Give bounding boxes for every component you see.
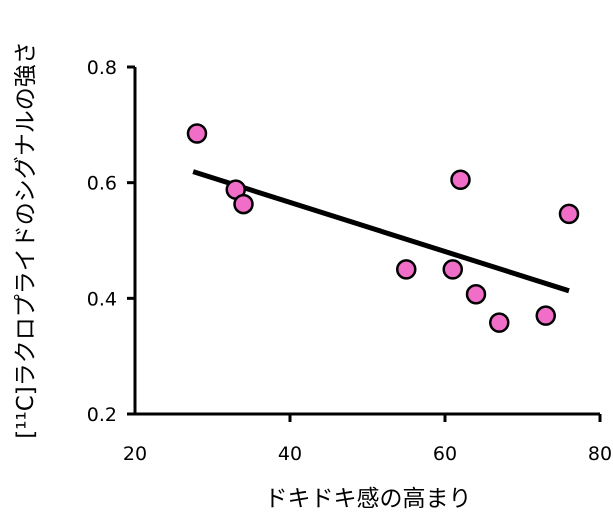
data-point	[186, 123, 208, 144]
x-tick-label: 20	[123, 443, 147, 465]
data-point	[535, 305, 556, 326]
x-tick-label: 40	[278, 443, 302, 465]
y-tick-label: 0.4	[87, 288, 117, 310]
data-point	[489, 312, 510, 333]
y-tick-label: 0.2	[87, 404, 117, 426]
axes	[133, 67, 600, 416]
data-point	[233, 193, 254, 215]
trendline	[192, 169, 570, 294]
ticks: 20 40 60 80 0.2 0.4 0.6 0.8	[87, 57, 612, 465]
x-axis-title: ドキドキ感の高まり	[265, 486, 472, 512]
x-tick-label: 60	[433, 443, 457, 465]
data-point	[450, 169, 471, 191]
data-point	[442, 259, 463, 280]
points-group	[186, 123, 580, 333]
y-tick-label: 0.6	[87, 173, 117, 195]
data-point	[465, 284, 487, 305]
x-tick-label: 80	[588, 443, 612, 465]
trendline-group	[192, 169, 570, 294]
data-point	[396, 259, 417, 280]
y-axis-title: [¹¹C]ラクロプライドのシグナルの強さ	[13, 41, 39, 438]
y-tick-label: 0.8	[87, 57, 117, 79]
data-point	[558, 203, 580, 225]
